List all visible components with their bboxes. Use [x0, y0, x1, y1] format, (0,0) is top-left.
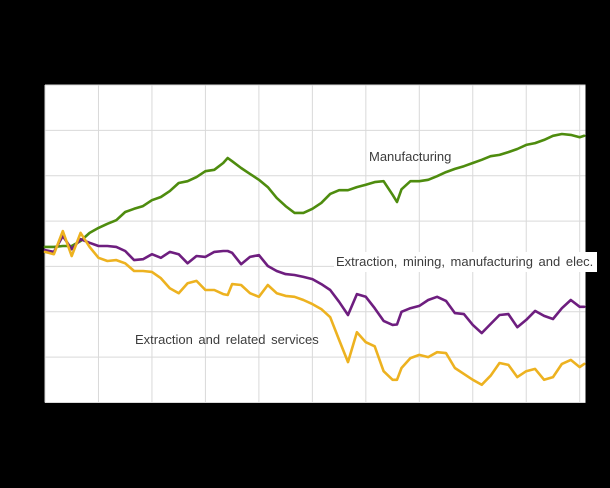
series-label-extraction-mining-manufacturing-elec: Extraction, mining, manufacturing and el…: [334, 252, 598, 272]
series-label-extraction-related-services: Extraction and related services: [135, 332, 319, 347]
manufacturing-line: [43, 132, 586, 249]
plot-area: [45, 85, 586, 403]
series-label-manufacturing: Manufacturing: [369, 149, 452, 164]
extraction-mining-manufacturing-elec-line: [43, 234, 586, 335]
extraction-related-services-line: [43, 229, 586, 387]
